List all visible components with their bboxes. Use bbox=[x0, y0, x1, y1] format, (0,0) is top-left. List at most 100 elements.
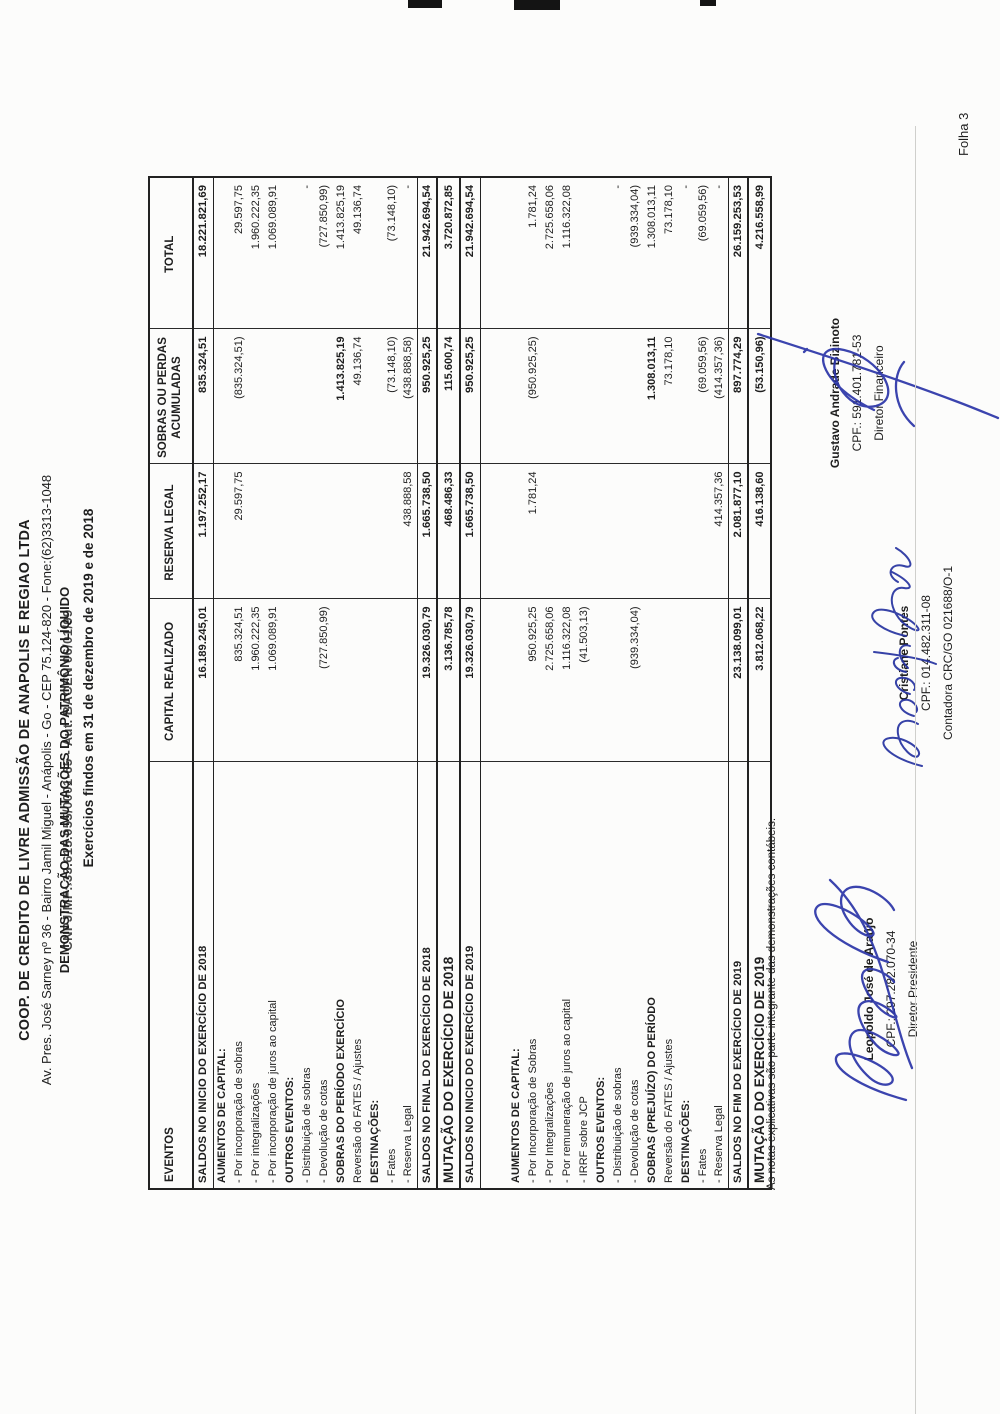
cell-capital-realizado bbox=[660, 599, 677, 762]
signer-cpf: CPF.: 014.482.311-08 bbox=[919, 595, 933, 711]
cell-reserva-legal bbox=[677, 464, 694, 599]
cell-capital-realizado bbox=[711, 599, 728, 762]
table-row: - Por incorporação de sobras 835.324,51 29… bbox=[230, 177, 247, 1189]
row-label: SALDOS NO INICIO DO EXERCÍCIO DE 2019 bbox=[460, 762, 480, 1189]
title-overlap: CNPJ/MF: 33.615.055/0001-65 - Aut. BACEN… bbox=[57, 146, 80, 1414]
cell-total: 21.942.694,54 bbox=[417, 177, 437, 329]
table-row: - Distribuição de sobras - bbox=[298, 177, 315, 1189]
cell-capital-realizado bbox=[383, 599, 400, 762]
cell-total bbox=[366, 177, 383, 329]
table-row: - Por Integralizações 2.725.658,06 2.725.6… bbox=[541, 177, 558, 1189]
cell-capital-realizado bbox=[213, 599, 230, 762]
cell-sobras-perdas: 49.136,74 bbox=[349, 329, 366, 464]
cell-capital-realizado: (41.503,13) bbox=[575, 599, 592, 762]
cell-sobras-perdas: (835.324,51) bbox=[230, 329, 247, 464]
row-label: - Por integralizações bbox=[249, 1082, 262, 1183]
table-row: - Reserva Legal 438.888,58 (438.888,58) - bbox=[400, 177, 417, 1189]
cell-sobras-perdas: 897.774,29 bbox=[728, 329, 748, 464]
cell-reserva-legal bbox=[349, 464, 366, 599]
cell-reserva-legal bbox=[626, 464, 643, 599]
cell-sobras-perdas bbox=[366, 329, 383, 464]
table-row: SALDOS NO FINAL DO EXERCÍCIO DE 2018 19.3… bbox=[417, 177, 437, 1189]
table-row: AUMENTOS DE CAPITAL: bbox=[507, 177, 524, 1189]
table-row: - Reserva Legal 414.357,36 (414.357,36) - bbox=[711, 177, 728, 1189]
cell-sobras-perdas bbox=[609, 329, 626, 464]
cell-total: - bbox=[677, 177, 694, 329]
cell-sobras-perdas: (438.888,58) bbox=[400, 329, 417, 464]
signature-block-accountant: Cristiane Pontes CPF.: 014.482.311-08 Co… bbox=[893, 518, 959, 788]
cell-reserva-legal bbox=[575, 464, 592, 599]
row-label: - Distribuição de sobras bbox=[611, 1067, 624, 1183]
signer-cpf: CPF.: 297.282.070-34 bbox=[884, 930, 898, 1048]
cell-reserva-legal bbox=[480, 464, 507, 599]
row-label: OUTROS EVENTOS: bbox=[594, 1076, 607, 1183]
table-row: - Por Incorporação de Sobras 950.925,25 1.… bbox=[524, 177, 541, 1189]
cell-total: 21.942.694,54 bbox=[460, 177, 480, 329]
cell-reserva-legal bbox=[660, 464, 677, 599]
sheet-number: Folha 3 bbox=[956, 112, 971, 156]
statement-title: DEMONSTRAÇÃO DAS MUTAÇÕES DO PATRIMÔNIO … bbox=[57, 586, 73, 974]
scan-artifact-smudge bbox=[700, 0, 716, 6]
cell-reserva-legal: 1.197.252,17 bbox=[193, 464, 213, 599]
row-label: OUTROS EVENTOS: bbox=[283, 1076, 296, 1183]
document-header: COOP. DE CREDITO DE LIVRE ADMISSÃO DE AN… bbox=[17, 146, 97, 1414]
cell-capital-realizado bbox=[507, 599, 524, 762]
cell-sobras-perdas bbox=[213, 329, 230, 464]
cell-total: (939.334,04) bbox=[626, 177, 643, 329]
cell-capital-realizado: 3.812.068,22 bbox=[748, 599, 771, 762]
cell-total bbox=[592, 177, 609, 329]
cell-reserva-legal bbox=[315, 464, 332, 599]
table-row: - Fates (69.059,56) (69.059,56) bbox=[694, 177, 711, 1189]
cell-total: 1.116.322,08 bbox=[558, 177, 575, 329]
table-row: DESTINAÇÕES: bbox=[366, 177, 383, 1189]
cell-reserva-legal bbox=[264, 464, 281, 599]
cell-capital-realizado: 19.326.030,79 bbox=[417, 599, 437, 762]
signer-name: Cristiane Pontes bbox=[897, 605, 911, 701]
cell-capital-realizado bbox=[281, 599, 298, 762]
cell-sobras-perdas bbox=[558, 329, 575, 464]
row-label: - Reserva Legal bbox=[713, 1105, 726, 1183]
cell-sobras-perdas bbox=[507, 329, 524, 464]
table-row: OUTROS EVENTOS: bbox=[592, 177, 609, 1189]
cell-reserva-legal bbox=[366, 464, 383, 599]
row-label: - Fates bbox=[385, 1148, 398, 1183]
cell-reserva-legal bbox=[383, 464, 400, 599]
cell-reserva-legal: 468.486,33 bbox=[437, 464, 460, 599]
cell-total: 3.720.872,85 bbox=[437, 177, 460, 329]
cell-total: 18.221.821,69 bbox=[193, 177, 213, 329]
table-row: - Distribuição de sobras - bbox=[609, 177, 626, 1189]
cell-capital-realizado: 23.138.099,01 bbox=[728, 599, 748, 762]
cell-sobras-perdas: 115.600,74 bbox=[437, 329, 460, 464]
cell-capital-realizado bbox=[609, 599, 626, 762]
row-label: MUTAÇÃO DO EXERCÍCIO DE 2018 bbox=[437, 762, 460, 1189]
cell-sobras-perdas: (53.150,96) bbox=[748, 329, 771, 464]
cell-capital-realizado bbox=[366, 599, 383, 762]
cell-capital-realizado: 1.116.322,08 bbox=[558, 599, 575, 762]
table-row: - Por incorporação de juros ao capital 1.… bbox=[264, 177, 281, 1189]
cell-total: 4.216.558,99 bbox=[748, 177, 771, 329]
cell-sobras-perdas: (73.148,10) bbox=[383, 329, 400, 464]
column-header: EVENTOS bbox=[149, 762, 193, 1189]
row-label: - Reserva Legal bbox=[402, 1105, 415, 1183]
cell-total: 29.597,75 bbox=[230, 177, 247, 329]
table-row: SALDOS NO INICIO DO EXERCÍCIO DE 2019 19.… bbox=[460, 177, 480, 1189]
cell-capital-realizado bbox=[592, 599, 609, 762]
table-row: MUTAÇÃO DO EXERCÍCIO DE 2018 3.136.785,78… bbox=[437, 177, 460, 1189]
cell-total: 26.159.253,53 bbox=[728, 177, 748, 329]
cell-total: 73.178,10 bbox=[660, 177, 677, 329]
table-row: SOBRAS DO PERÍODO EXERCÍCIO 1.413.825,19 1… bbox=[332, 177, 349, 1189]
table-row: Reversão do FATES / Ajustes 49.136,74 49.1… bbox=[349, 177, 366, 1189]
cell-reserva-legal: 1.665.738,50 bbox=[417, 464, 437, 599]
cell-reserva-legal bbox=[247, 464, 264, 599]
scan-artifact-line bbox=[915, 126, 916, 1414]
signature-block-financial-director: Gustavo Andrade Bizinoto CPF.: 591.401.7… bbox=[824, 258, 890, 528]
table-row: - Devolução de cotas (727.850,99) (727.850… bbox=[315, 177, 332, 1189]
cell-total: - bbox=[298, 177, 315, 329]
table-row: AUMENTOS DE CAPITAL: bbox=[213, 177, 230, 1189]
cell-total: 1.781,24 bbox=[524, 177, 541, 329]
cell-total: 1.069.089,91 bbox=[264, 177, 281, 329]
cell-sobras-perdas bbox=[541, 329, 558, 464]
cell-sobras-perdas bbox=[592, 329, 609, 464]
cell-total: - bbox=[711, 177, 728, 329]
